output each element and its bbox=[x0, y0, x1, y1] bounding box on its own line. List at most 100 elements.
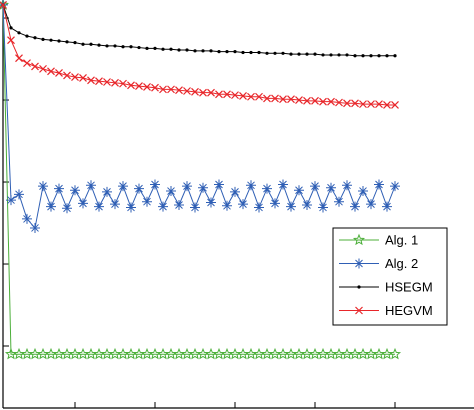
asterisk-marker bbox=[14, 189, 24, 200]
asterisk-marker bbox=[254, 202, 264, 213]
asterisk-marker bbox=[310, 181, 320, 192]
asterisk-marker bbox=[222, 200, 232, 211]
legend-label: Alg. 1 bbox=[385, 232, 418, 247]
asterisk-marker bbox=[70, 185, 80, 196]
asterisk-marker bbox=[270, 198, 280, 209]
dot-marker bbox=[385, 54, 389, 58]
asterisk-marker bbox=[342, 180, 352, 191]
x-marker bbox=[7, 36, 15, 45]
dot-marker bbox=[153, 46, 157, 50]
asterisk-marker bbox=[382, 201, 392, 212]
x-marker bbox=[71, 73, 79, 81]
series-line bbox=[2, 4, 395, 355]
x-marker bbox=[143, 82, 151, 91]
x-marker bbox=[367, 100, 375, 109]
x-marker bbox=[23, 59, 31, 68]
x-marker bbox=[31, 62, 39, 71]
x-marker bbox=[103, 78, 111, 86]
x-marker bbox=[319, 97, 327, 106]
dot-marker bbox=[17, 31, 21, 35]
x-marker bbox=[271, 94, 279, 103]
x-marker bbox=[199, 88, 207, 97]
x-marker bbox=[343, 99, 351, 108]
legend-label: Alg. 2 bbox=[385, 256, 418, 271]
x-marker bbox=[355, 306, 363, 315]
dot-marker bbox=[169, 47, 173, 51]
x-marker bbox=[223, 90, 231, 99]
x-marker bbox=[111, 78, 119, 87]
asterisk-marker bbox=[126, 202, 136, 213]
dot-marker bbox=[201, 49, 205, 53]
asterisk-marker bbox=[318, 202, 328, 213]
dot-marker bbox=[357, 285, 361, 289]
legend-box bbox=[332, 227, 448, 326]
x-marker bbox=[255, 92, 263, 101]
asterisk-marker bbox=[278, 179, 288, 190]
x-marker bbox=[95, 77, 103, 86]
x-marker bbox=[191, 87, 199, 96]
legend-label: HSEGM bbox=[385, 279, 433, 294]
asterisk-marker bbox=[354, 258, 364, 269]
series-line bbox=[2, 4, 395, 106]
asterisk-marker bbox=[262, 183, 272, 194]
asterisk-marker bbox=[390, 181, 400, 192]
dot-marker bbox=[65, 40, 69, 44]
asterisk-marker bbox=[158, 201, 168, 212]
asterisk-marker bbox=[334, 196, 344, 207]
x-marker bbox=[279, 95, 287, 104]
asterisk-marker bbox=[54, 183, 64, 194]
asterisk-marker bbox=[174, 199, 184, 210]
dot-marker bbox=[25, 34, 29, 38]
dot-marker bbox=[217, 50, 221, 54]
x-marker bbox=[119, 79, 127, 88]
x-marker bbox=[263, 94, 271, 103]
dot-marker bbox=[177, 48, 181, 52]
dot-marker bbox=[337, 53, 341, 57]
x-marker bbox=[87, 76, 95, 85]
asterisk-marker bbox=[78, 198, 88, 209]
asterisk-marker bbox=[190, 202, 200, 213]
dot-marker bbox=[369, 54, 373, 58]
asterisk-marker bbox=[6, 195, 16, 206]
x-marker bbox=[183, 87, 191, 95]
dot-marker bbox=[129, 45, 133, 49]
dot-marker bbox=[185, 48, 189, 52]
dot-marker bbox=[9, 26, 13, 30]
asterisk-marker bbox=[150, 179, 160, 190]
asterisk-marker bbox=[358, 186, 368, 197]
asterisk-marker bbox=[246, 180, 256, 191]
x-marker bbox=[15, 54, 23, 63]
x-marker bbox=[0, 0, 7, 9]
x-marker bbox=[127, 81, 135, 90]
dot-marker bbox=[113, 44, 117, 48]
x-marker bbox=[375, 100, 383, 109]
asterisk-marker bbox=[22, 213, 32, 224]
star-marker bbox=[352, 233, 366, 246]
legend: Alg. 1 Alg. 2 HSEGM HEGVM bbox=[332, 227, 448, 326]
asterisk-marker bbox=[46, 201, 56, 212]
dot-marker bbox=[361, 54, 365, 58]
x-marker bbox=[231, 91, 239, 100]
x-marker bbox=[215, 90, 223, 99]
asterisk-marker bbox=[134, 183, 144, 194]
asterisk-marker bbox=[110, 199, 120, 210]
asterisk-marker bbox=[118, 181, 128, 192]
dot-marker bbox=[193, 49, 197, 53]
dot-marker bbox=[97, 43, 101, 47]
x-marker bbox=[335, 98, 343, 107]
x-marker bbox=[207, 88, 215, 97]
dot-marker bbox=[145, 46, 149, 50]
dot-marker bbox=[265, 51, 269, 55]
dot-marker bbox=[49, 38, 53, 42]
asterisk-marker bbox=[198, 182, 208, 193]
x-marker bbox=[239, 92, 247, 100]
x-marker bbox=[351, 99, 359, 108]
x-marker bbox=[327, 97, 335, 106]
x-marker bbox=[359, 100, 367, 109]
dot-marker bbox=[137, 45, 141, 50]
series-line bbox=[2, 4, 396, 230]
dot-marker bbox=[281, 51, 285, 55]
dot-marker bbox=[241, 50, 245, 55]
dot-marker bbox=[225, 50, 229, 54]
